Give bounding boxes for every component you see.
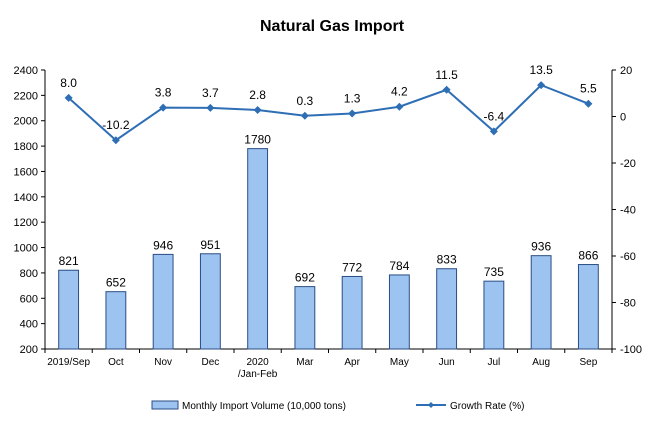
growth-rate-marker [111,136,120,145]
growth-rate-marker [489,127,498,136]
bar [436,268,458,350]
growth-rate-label: -10.2 [102,118,130,132]
growth-rate-label: 13.5 [529,63,553,77]
left-tick-label: 1200 [14,217,38,229]
bar-value-label: 866 [578,249,598,263]
chart-title: Natural Gas Import [259,18,405,35]
legend-bar-swatch [151,400,179,410]
growth-rate-marker [300,111,309,120]
growth-rate-label: 3.7 [202,86,219,100]
bars-layer [58,148,599,350]
bar-value-label: 735 [484,265,504,279]
x-tick-label: Sep [579,357,597,368]
left-tick-label: 800 [20,268,38,280]
growth-rate-label: 4.2 [391,85,408,99]
bar [577,264,599,350]
bar-value-label: 821 [59,254,79,268]
bar [530,255,552,350]
bar [58,269,80,350]
growth-rate-marker [348,109,357,118]
bar [247,148,269,350]
left-tick-label: 200 [20,344,38,356]
x-tick-label: Nov [154,357,172,368]
legend-bar-label: Monthly Import Volume (10,000 tons) [182,401,346,412]
growth-line-layer [64,81,593,145]
bar-value-label: 692 [295,271,315,285]
right-tick-label: -40 [620,205,636,217]
bar [199,253,221,350]
bar-value-label: 951 [200,238,220,252]
right-tick-label: -80 [620,298,636,310]
bar [105,291,127,350]
bar-value-label: 936 [531,240,551,254]
growth-rate-label: 3.8 [155,86,172,100]
growth-rate-marker [395,102,404,111]
growth-rate-marker [253,105,262,114]
left-tick-label: 2400 [14,65,38,77]
bar [388,274,410,350]
left-tick-label: 1000 [14,243,38,255]
legend: Monthly Import Volume (10,000 tons) Growt… [151,400,524,412]
growth-rate-marker [64,93,73,102]
bar [294,286,316,350]
x-tick-label: /Jan-Feb [238,369,278,380]
left-tick-label: 600 [20,293,38,305]
bar-value-label: 652 [106,276,126,290]
growth-rate-marker [584,99,593,108]
growth-rate-label: 5.5 [580,82,597,96]
x-tick-label: Aug [532,357,550,368]
left-tick-label: 1400 [14,192,38,204]
growth-rate-label: 1.3 [344,91,361,105]
growth-rate-line [67,83,589,142]
growth-rate-marker [159,103,168,112]
bar-value-label: 1780 [244,133,271,147]
legend-line-marker [428,402,434,408]
growth-rate-marker [442,85,451,94]
x-tick-label: May [390,357,409,368]
left-tick-label: 2000 [14,116,38,128]
x-tick-label: Dec [201,357,219,368]
axes: 2004006008001000120014001600180020002200… [14,65,643,380]
right-tick-label: -100 [620,344,642,356]
left-tick-label: 2200 [14,90,38,102]
bar-value-label: 946 [153,238,173,252]
bar-value-label: 784 [389,259,409,273]
bar-value-label: 772 [342,260,362,274]
growth-rate-marker [206,103,215,112]
x-tick-label: 2019/Sep [47,357,90,368]
x-tick-label: Jun [439,357,455,368]
growth-rate-marker [537,81,546,90]
growth-rate-label: 8.0 [60,76,77,90]
left-tick-label: 1600 [14,166,38,178]
right-tick-label: -60 [620,251,636,263]
data-labels-layer: 821 652 946 951 1780 692 772 784 833 735 936 866 8.0… [59,63,599,290]
growth-rate-label: 2.8 [249,88,266,102]
right-tick-label: 0 [620,112,626,124]
x-tick-label: Jul [487,357,500,368]
left-tick-label: 400 [20,319,38,331]
x-tick-label: 2020 [247,357,270,368]
bar [152,253,174,350]
x-tick-label: Oct [108,357,124,368]
legend-line-label: Growth Rate (%) [450,401,524,412]
right-tick-label: 20 [620,65,632,77]
growth-rate-label: 0.3 [297,94,314,108]
bar [483,280,505,350]
right-tick-label: -20 [620,158,636,170]
bar-value-label: 833 [437,253,457,267]
bar [341,275,363,350]
x-tick-label: Mar [296,357,314,368]
growth-rate-label: 11.5 [435,68,458,82]
growth-rate-label: -6.4 [484,109,505,123]
left-tick-label: 1800 [14,141,38,153]
x-tick-label: Apr [344,357,360,368]
